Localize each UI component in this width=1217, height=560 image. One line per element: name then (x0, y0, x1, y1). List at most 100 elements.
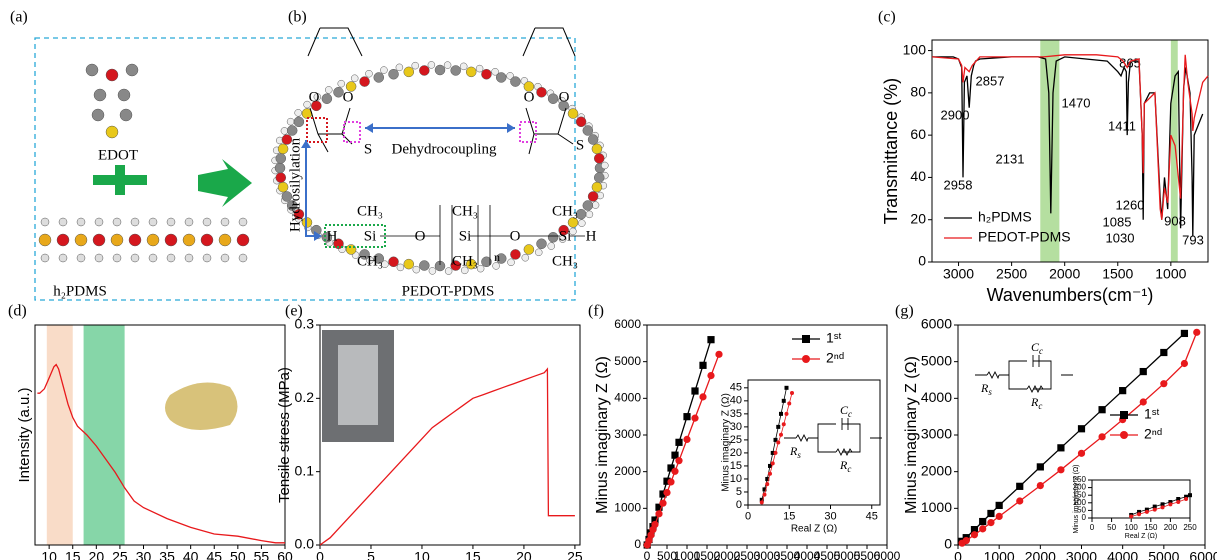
atom (276, 153, 286, 163)
point (1193, 329, 1200, 336)
atom (322, 94, 332, 104)
atom: CH₃ (452, 203, 478, 219)
y-tick-label: 4000 (614, 391, 641, 405)
bond (310, 108, 352, 152)
atom (510, 77, 520, 87)
atom (131, 254, 139, 262)
atom (287, 125, 297, 135)
atom (185, 218, 193, 226)
point (651, 521, 658, 528)
point (683, 413, 690, 420)
atom (583, 201, 593, 211)
y-tick-label: 100 (903, 41, 927, 57)
atom: O (559, 89, 570, 105)
atom (41, 254, 49, 262)
label: EDOT (98, 147, 138, 163)
atom (92, 109, 104, 121)
circuit-label: Rs (980, 381, 992, 397)
atom: CH₃ (552, 203, 578, 219)
point (774, 451, 778, 455)
atom (537, 87, 547, 97)
atom (129, 234, 141, 246)
y-tick-label: 60 (910, 126, 926, 142)
point (671, 468, 678, 475)
atom (389, 69, 399, 79)
atom: O (510, 228, 521, 244)
atom: CH₃ (357, 253, 383, 269)
y-tick-label: 4000 (921, 389, 952, 405)
atom (396, 64, 403, 71)
reaction-label: Dehydrocoupling (392, 141, 497, 157)
point (1016, 483, 1023, 490)
atom (380, 67, 387, 74)
panel-label: (a) (10, 9, 28, 26)
x-tick-label: 40 (183, 549, 199, 560)
atom (86, 64, 98, 76)
atom (537, 239, 547, 249)
panel-label: (f) (588, 303, 604, 320)
x-tick-label: 15 (465, 549, 481, 560)
atom (149, 218, 157, 226)
y-tick-label: 20 (910, 210, 926, 226)
x-tick-label: 100 (1125, 523, 1139, 532)
y-tick-label: 0 (736, 499, 742, 511)
y-axis-label: Transmittance (%) (881, 78, 901, 224)
y-tick-label: 0 (634, 537, 641, 551)
x-tick-label: 5 (367, 549, 375, 560)
atom (444, 62, 451, 69)
y-tick-label: 2000 (921, 462, 952, 478)
point (715, 351, 722, 358)
point (707, 336, 714, 343)
atom: S (364, 141, 372, 157)
x-tick-label: 150 (1144, 523, 1158, 532)
point (1078, 450, 1085, 457)
atom (477, 265, 484, 272)
atom (413, 266, 420, 273)
x-tick-label: 1000 (984, 549, 1015, 560)
point (1145, 510, 1149, 514)
x-tick-label: 2000 (1049, 266, 1080, 282)
subscript: c (1038, 401, 1042, 411)
atom (275, 163, 285, 173)
x-tick-label: 250 (1183, 523, 1197, 532)
x-tick-label: 30 (136, 549, 152, 560)
point (790, 391, 794, 395)
annotation: 1411 (1108, 118, 1136, 133)
x-tick-label: 50 (230, 549, 246, 560)
point (1176, 500, 1180, 504)
atom (203, 254, 211, 262)
atom (185, 254, 193, 262)
x-tick-label: 6000 (874, 549, 901, 560)
atom (588, 191, 598, 201)
atom (360, 77, 370, 87)
atom: O (343, 89, 354, 105)
atom (576, 117, 586, 127)
atom (588, 135, 598, 145)
atom (389, 257, 399, 267)
atom: CH₃ (452, 253, 478, 269)
legend-marker (1120, 411, 1128, 419)
point (1160, 380, 1167, 387)
atom (428, 61, 435, 68)
point (996, 513, 1003, 520)
atom: H (327, 228, 338, 244)
annotation: 1470 (1062, 95, 1091, 110)
y-tick-label: 6000 (614, 317, 641, 331)
y-tick-label: 0.3 (295, 316, 315, 332)
atom (481, 69, 491, 79)
atom (592, 202, 599, 209)
atom: O (415, 228, 426, 244)
atom (496, 72, 506, 82)
point (787, 401, 791, 405)
atom (583, 125, 593, 135)
point (768, 472, 772, 476)
atom (165, 234, 177, 246)
atom: Si (559, 228, 572, 244)
circuit: CcRsRc (975, 340, 1073, 411)
panel-label: (g) (895, 303, 914, 320)
point (1057, 466, 1064, 473)
point (963, 537, 970, 544)
atom: O (309, 89, 320, 105)
point (1078, 425, 1085, 432)
point (979, 518, 986, 525)
